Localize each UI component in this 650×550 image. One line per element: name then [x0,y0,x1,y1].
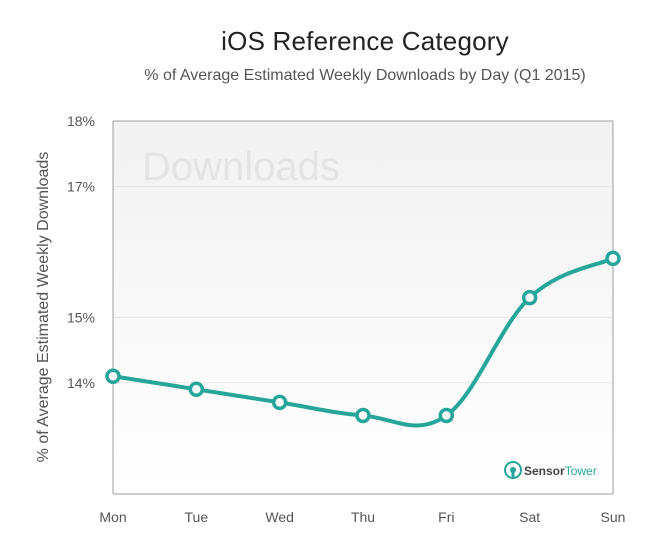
data-point [105,368,121,384]
sensor-tower-logo: SensorTower [504,461,597,479]
sensor-tower-logo-icon [504,461,522,479]
x-tick-label: Mon [99,509,126,525]
x-tick-label: Sun [601,509,626,525]
svg-text:SensorTower: SensorTower [524,464,597,478]
brand-sensor-text: Sensor [524,464,565,478]
data-point [271,394,288,411]
plot-area [113,121,613,494]
data-point [438,407,455,424]
y-tick-label: 14% [67,375,95,391]
x-tick-label: Thu [351,509,375,525]
y-tick-label: 15% [67,309,95,325]
chart-subtitle: % of Average Estimated Weekly Downloads … [144,67,586,84]
chart-title: iOS Reference Category [221,26,509,56]
x-tick-label: Tue [185,509,209,525]
data-point [521,289,538,306]
downloads-watermark: Downloads [142,145,340,189]
data-point [355,407,371,424]
y-tick-label: 18% [67,113,95,129]
x-tick-label: Wed [265,509,294,525]
x-tick-label: Fri [438,509,454,525]
brand-tower-text: Tower [565,464,597,478]
x-tick-label: Sat [519,509,540,525]
data-point [188,381,205,398]
data-point [605,250,621,267]
y-tick-label: 17% [67,178,95,194]
